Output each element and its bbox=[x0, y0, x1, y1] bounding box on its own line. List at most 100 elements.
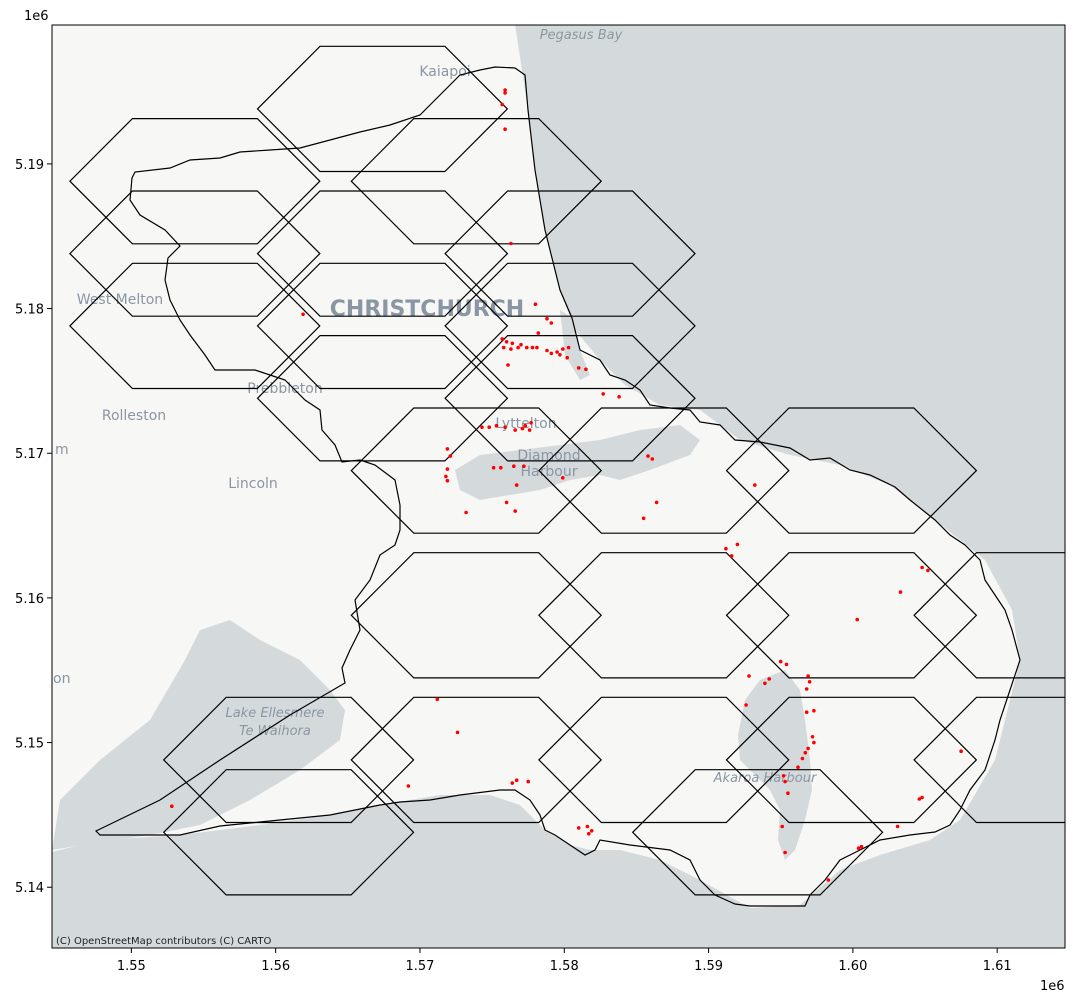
data-point bbox=[646, 454, 650, 458]
data-point bbox=[448, 454, 453, 458]
data-point bbox=[545, 348, 549, 353]
place-label: Kaiapoi bbox=[419, 64, 470, 80]
data-point bbox=[786, 791, 790, 795]
x-tick-label: 1.60 bbox=[838, 959, 867, 974]
data-point bbox=[533, 302, 538, 307]
data-point bbox=[512, 464, 516, 469]
data-point bbox=[170, 804, 174, 808]
data-point bbox=[898, 590, 903, 594]
data-point bbox=[500, 337, 505, 341]
data-point bbox=[576, 366, 581, 370]
place-label: Te Waihora bbox=[239, 724, 311, 739]
x-tick-label: 1.55 bbox=[117, 959, 146, 974]
data-point bbox=[650, 457, 655, 461]
data-point bbox=[585, 824, 590, 829]
place-label: on bbox=[53, 671, 70, 687]
data-point bbox=[520, 426, 525, 431]
data-point bbox=[503, 91, 507, 95]
hex-cell bbox=[913, 696, 1065, 824]
hex-cell bbox=[444, 190, 696, 317]
data-point bbox=[810, 735, 815, 739]
data-point bbox=[513, 509, 517, 513]
data-point bbox=[812, 740, 816, 745]
x-tick-label: 1.61 bbox=[983, 959, 1012, 974]
data-point bbox=[926, 568, 930, 573]
data-point bbox=[753, 483, 757, 487]
place-label: Pegasus Bay bbox=[540, 28, 623, 43]
data-point bbox=[617, 395, 621, 399]
data-point bbox=[959, 749, 963, 753]
data-point bbox=[920, 565, 924, 570]
data-point bbox=[504, 500, 509, 505]
hex-cell bbox=[444, 335, 696, 462]
data-point bbox=[500, 102, 505, 107]
data-point bbox=[654, 500, 659, 505]
data-point bbox=[561, 476, 565, 480]
data-point bbox=[526, 779, 530, 784]
data-point bbox=[487, 425, 492, 430]
y-offset-label: 1e6 bbox=[24, 9, 49, 24]
place-label: Akaroa Harbour bbox=[713, 771, 818, 786]
place-label: Harbour bbox=[521, 464, 578, 480]
hex-cell bbox=[444, 262, 696, 390]
data-point bbox=[807, 680, 812, 684]
data-point bbox=[735, 542, 740, 547]
data-point bbox=[509, 241, 513, 246]
data-point bbox=[855, 617, 859, 622]
y-tick-label: 5.15 bbox=[15, 737, 44, 752]
data-point bbox=[445, 467, 450, 471]
data-point bbox=[444, 474, 448, 479]
data-point bbox=[859, 844, 864, 849]
data-point bbox=[503, 425, 507, 430]
y-tick-label: 5.19 bbox=[15, 158, 44, 173]
data-point bbox=[522, 464, 526, 469]
y-axis: 5.19 5.18 5.17 5.16 5.15 5.14 bbox=[15, 158, 52, 896]
data-point bbox=[796, 765, 800, 769]
data-point bbox=[812, 708, 816, 713]
data-point bbox=[523, 423, 528, 428]
data-point bbox=[501, 345, 506, 350]
basemap: Pegasus Bay Kaiapoi West Melton CHRISTCHURC… bbox=[52, 25, 1065, 948]
hex-cell bbox=[350, 552, 603, 679]
data-point bbox=[445, 447, 450, 451]
hex-cell bbox=[538, 696, 790, 824]
data-point bbox=[494, 423, 499, 428]
data-point bbox=[576, 826, 581, 830]
data-point bbox=[803, 750, 808, 755]
data-point bbox=[549, 351, 554, 356]
hex-cell bbox=[69, 262, 321, 390]
data-point bbox=[516, 345, 520, 350]
data-point bbox=[565, 355, 569, 360]
lake-ellesmere bbox=[52, 620, 345, 850]
data-point bbox=[535, 345, 539, 350]
data-point bbox=[445, 478, 450, 483]
x-tick-label: 1.56 bbox=[261, 959, 290, 974]
basemap-place-labels: Pegasus Bay Kaiapoi West Melton CHRISTCHURC… bbox=[53, 28, 818, 786]
data-point bbox=[767, 677, 771, 681]
x-tick-label: 1.59 bbox=[694, 959, 723, 974]
place-label: West Melton bbox=[77, 292, 163, 308]
data-point bbox=[455, 730, 460, 735]
data-point bbox=[406, 784, 411, 788]
hex-cell bbox=[350, 407, 603, 534]
hex-cell bbox=[69, 190, 321, 317]
data-point bbox=[806, 674, 810, 678]
hex-cell bbox=[538, 552, 790, 679]
data-point bbox=[561, 347, 565, 351]
data-point bbox=[780, 824, 784, 829]
hex-grid bbox=[69, 45, 1065, 896]
hex-cell bbox=[256, 262, 509, 390]
place-label: Lyttelton bbox=[495, 416, 556, 432]
data-point bbox=[510, 781, 515, 785]
data-point bbox=[435, 697, 440, 701]
data-point bbox=[545, 316, 549, 321]
y-tick-label: 5.16 bbox=[15, 592, 44, 607]
attribution: (C) OpenStreetMap contributors (C) CARTO bbox=[56, 936, 271, 947]
x-tick-label: 1.58 bbox=[550, 959, 579, 974]
data-point bbox=[491, 465, 496, 470]
hex-cell bbox=[256, 45, 509, 173]
data-point bbox=[480, 425, 484, 430]
data-point bbox=[763, 681, 767, 686]
data-point bbox=[856, 846, 861, 850]
